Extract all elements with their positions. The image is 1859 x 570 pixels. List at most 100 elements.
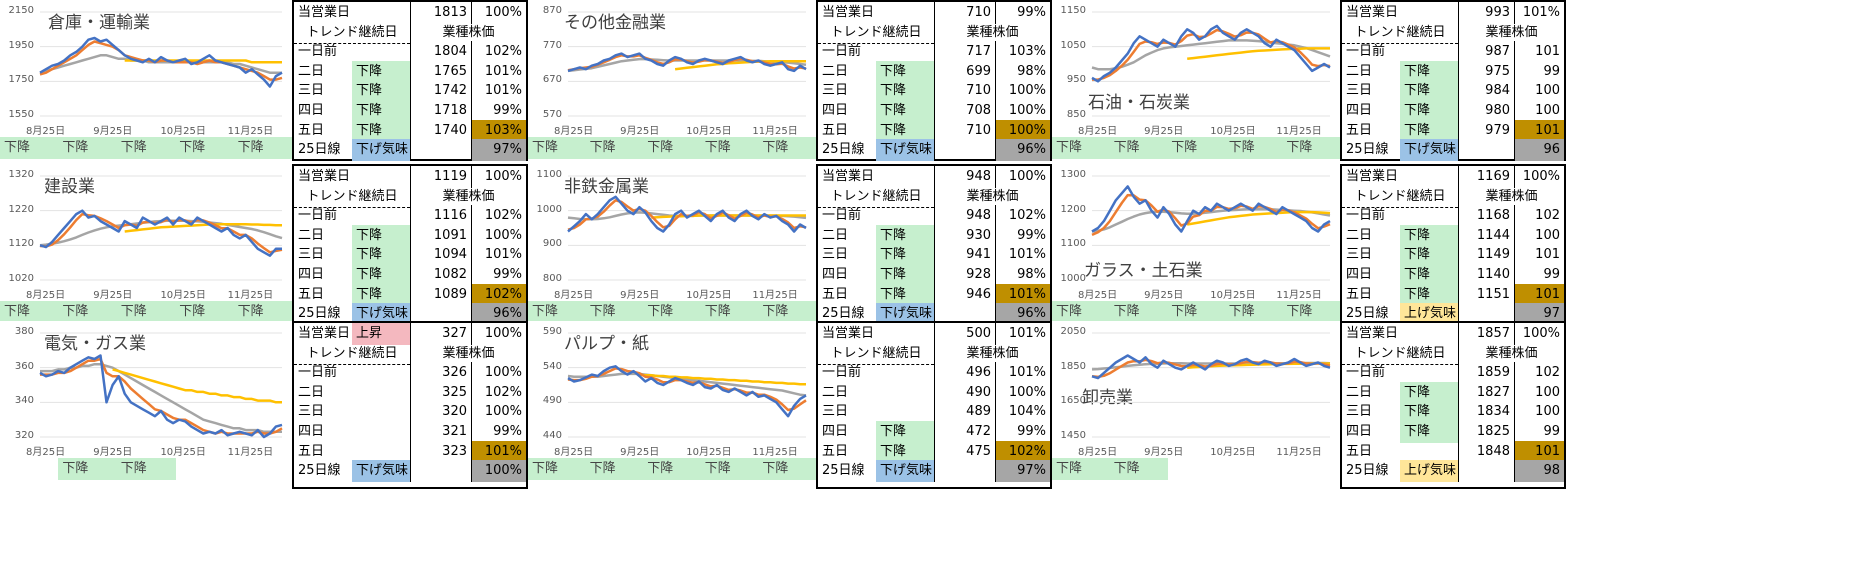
y-tick-label: 440: [542, 430, 562, 441]
y-tick-label: 1850: [1060, 360, 1086, 372]
row-pct: 99: [1514, 421, 1564, 443]
trend-cell: 下降: [643, 301, 702, 323]
trend-cell: [0, 458, 59, 480]
chart-plot: [1091, 175, 1331, 281]
day-label: 当営業日: [822, 169, 875, 184]
row-pct: 101: [1514, 283, 1564, 306]
x-tick-label: 8月25日: [554, 290, 594, 301]
day-row-label: 一日前: [1346, 44, 1386, 60]
day-row-label: 三日: [822, 404, 849, 420]
day-row-label: 四日: [1346, 424, 1373, 439]
ma25-pct: 96%: [995, 139, 1050, 162]
table-row-header: トレンド継続日 業種株価: [818, 21, 1050, 44]
x-tick-label: 11月25日: [752, 447, 798, 458]
trend-header: トレンド継続日: [294, 343, 410, 365]
row-price: 980: [1458, 100, 1514, 122]
row-pct: 102%: [471, 41, 526, 64]
y-tick-label: 1150: [1060, 5, 1086, 16]
y-tick-label: 1750: [8, 74, 34, 86]
table-row-day: 四日 下降 1825 99: [1342, 421, 1564, 443]
ma25-label: 25日線: [298, 142, 341, 158]
trend-flag: 下降: [1400, 401, 1458, 424]
sector-table: 当営業日 1857 100% トレンド継続日 業種株価 一日前 1859 102 二日 下降 182…: [1340, 321, 1566, 489]
row-price: 326: [410, 362, 471, 385]
current-pct: 100%: [995, 166, 1050, 188]
trend-cell: [175, 458, 234, 480]
table-row-day: 四日 下降 928 98%: [818, 264, 1050, 286]
table-row-day: 三日 下降 1742 101%: [294, 80, 526, 103]
sector-table: 当営業日 500 101% トレンド継続日 業種株価 一日前 496 101% 二日 490 100…: [816, 321, 1052, 489]
table-row-day: 四日 下降 1082 99%: [294, 264, 526, 286]
sector-chart[interactable]: 870 770 670 570 8月25日 9月25日 10月25日 11月25日 その他金融業: [528, 0, 816, 137]
row-pct: 104%: [995, 401, 1050, 424]
day-row-label: 四日: [1346, 267, 1373, 282]
sector-chart[interactable]: 1150 1050 950 850 8月25日 9月25日 10月25日 11月25日 石油・石…: [1052, 0, 1340, 137]
day-row-label: 三日: [822, 83, 849, 99]
row-pct: 99%: [471, 100, 526, 122]
series-line-blue: [567, 365, 807, 418]
row-price: 1091: [410, 224, 471, 247]
current-pct: 99%: [995, 2, 1050, 24]
day-label: 当営業日: [1346, 169, 1399, 184]
day-row-label: 五日: [1346, 286, 1373, 302]
row-price: 1859: [1458, 362, 1514, 385]
sector-chart[interactable]: 1300 1200 1100 1000 8月25日 9月25日 10月25日 11月25日 ガラ…: [1052, 164, 1340, 301]
row-price: 699: [934, 60, 995, 83]
sector-chart[interactable]: 1320 1220 1120 1020 8月25日 9月25日 10月25日 11月25日 建設…: [0, 164, 292, 301]
row-price: 928: [934, 264, 995, 286]
y-tick-label: 490: [542, 395, 562, 407]
row-pct: 101: [1514, 440, 1564, 463]
x-tick-label: 11月25日: [1276, 126, 1322, 137]
day-row-label: 三日: [298, 404, 325, 420]
row-pct: 101%: [471, 60, 526, 83]
day-row-label: 五日: [1346, 443, 1373, 459]
x-tick-label: 10月25日: [160, 447, 206, 458]
sector-chart[interactable]: 2150 1950 1750 1550 8月25日 9月25日 10月25日 11月25日 倉庫…: [0, 0, 292, 137]
sector-chart[interactable]: 380 360 340 320 8月25日 9月25日 10月25日 11月25日 電気・ガス業: [0, 321, 292, 458]
trend-header: トレンド継続日: [818, 22, 934, 44]
table-row-current: 当営業日 710 99%: [818, 2, 1050, 24]
row-price: 1140: [1458, 264, 1514, 286]
trend-flag: 下降: [1400, 119, 1458, 142]
ma25-empty: [1458, 303, 1514, 326]
day-row-label: 四日: [1346, 103, 1373, 118]
series-line-gold: [1187, 47, 1330, 61]
y-tick-label: 1300: [1060, 169, 1086, 180]
y-tick-label: 1450: [1060, 430, 1086, 441]
price-header: 業種株価: [1458, 342, 1564, 365]
sector-chart[interactable]: 2050 1850 1650 1450 8月25日 9月25日 10月25日 11月25日 卸売…: [1052, 321, 1340, 458]
table-row-day: 四日 下降 1718 99%: [294, 100, 526, 122]
trend-cell: 下降: [116, 301, 177, 323]
trend-row: 下降 下降 下降 下降 下降: [1052, 301, 1341, 323]
trend-flag: 下降: [876, 421, 934, 443]
y-tick-label: 380: [14, 326, 34, 337]
series-line-blue: [39, 36, 283, 88]
series-line-gold: [639, 373, 806, 386]
ma25-empty: [1458, 460, 1514, 483]
x-tick-label: 8月25日: [1078, 447, 1118, 458]
table-row-day: 三日 下降 710 100%: [818, 80, 1050, 103]
ma25-pct: 96: [1514, 139, 1564, 162]
row-pct: 98%: [995, 264, 1050, 286]
day-row-label: 四日: [298, 424, 325, 439]
day-row-label: 一日前: [822, 44, 862, 60]
sector-chart[interactable]: 590 540 490 440 8月25日 9月25日 10月25日 11月25日 パルプ・紙: [528, 321, 816, 458]
ma25-flag: 下げ気味: [352, 460, 410, 483]
row-price: 710: [934, 80, 995, 103]
day-row-label: 二日: [822, 227, 849, 243]
table-row-current: 当営業日 1169 100%: [1342, 166, 1564, 188]
ma25-empty: [410, 460, 471, 483]
row-pct: 102%: [471, 283, 526, 306]
table-row-ma25: 25日線 下げ気味 97%: [294, 139, 526, 162]
table-row-day: 一日前 717 103%: [818, 41, 1050, 64]
row-pct: 98%: [995, 60, 1050, 83]
trend-cell: 下降: [585, 301, 645, 323]
y-tick-label: 1220: [8, 203, 34, 215]
ma25-pct: 97: [1514, 303, 1564, 326]
x-tick-label: 9月25日: [93, 290, 133, 301]
row-pct: 100: [1514, 80, 1564, 103]
sector-chart[interactable]: 1100 1000 900 800 8月25日 9月25日 10月25日 11月25日 非鉄金属…: [528, 164, 816, 301]
trend-header: トレンド継続日: [1342, 22, 1458, 44]
table-row-day: 四日 下降 708 100%: [818, 100, 1050, 122]
day-row-label: 一日前: [298, 365, 338, 381]
